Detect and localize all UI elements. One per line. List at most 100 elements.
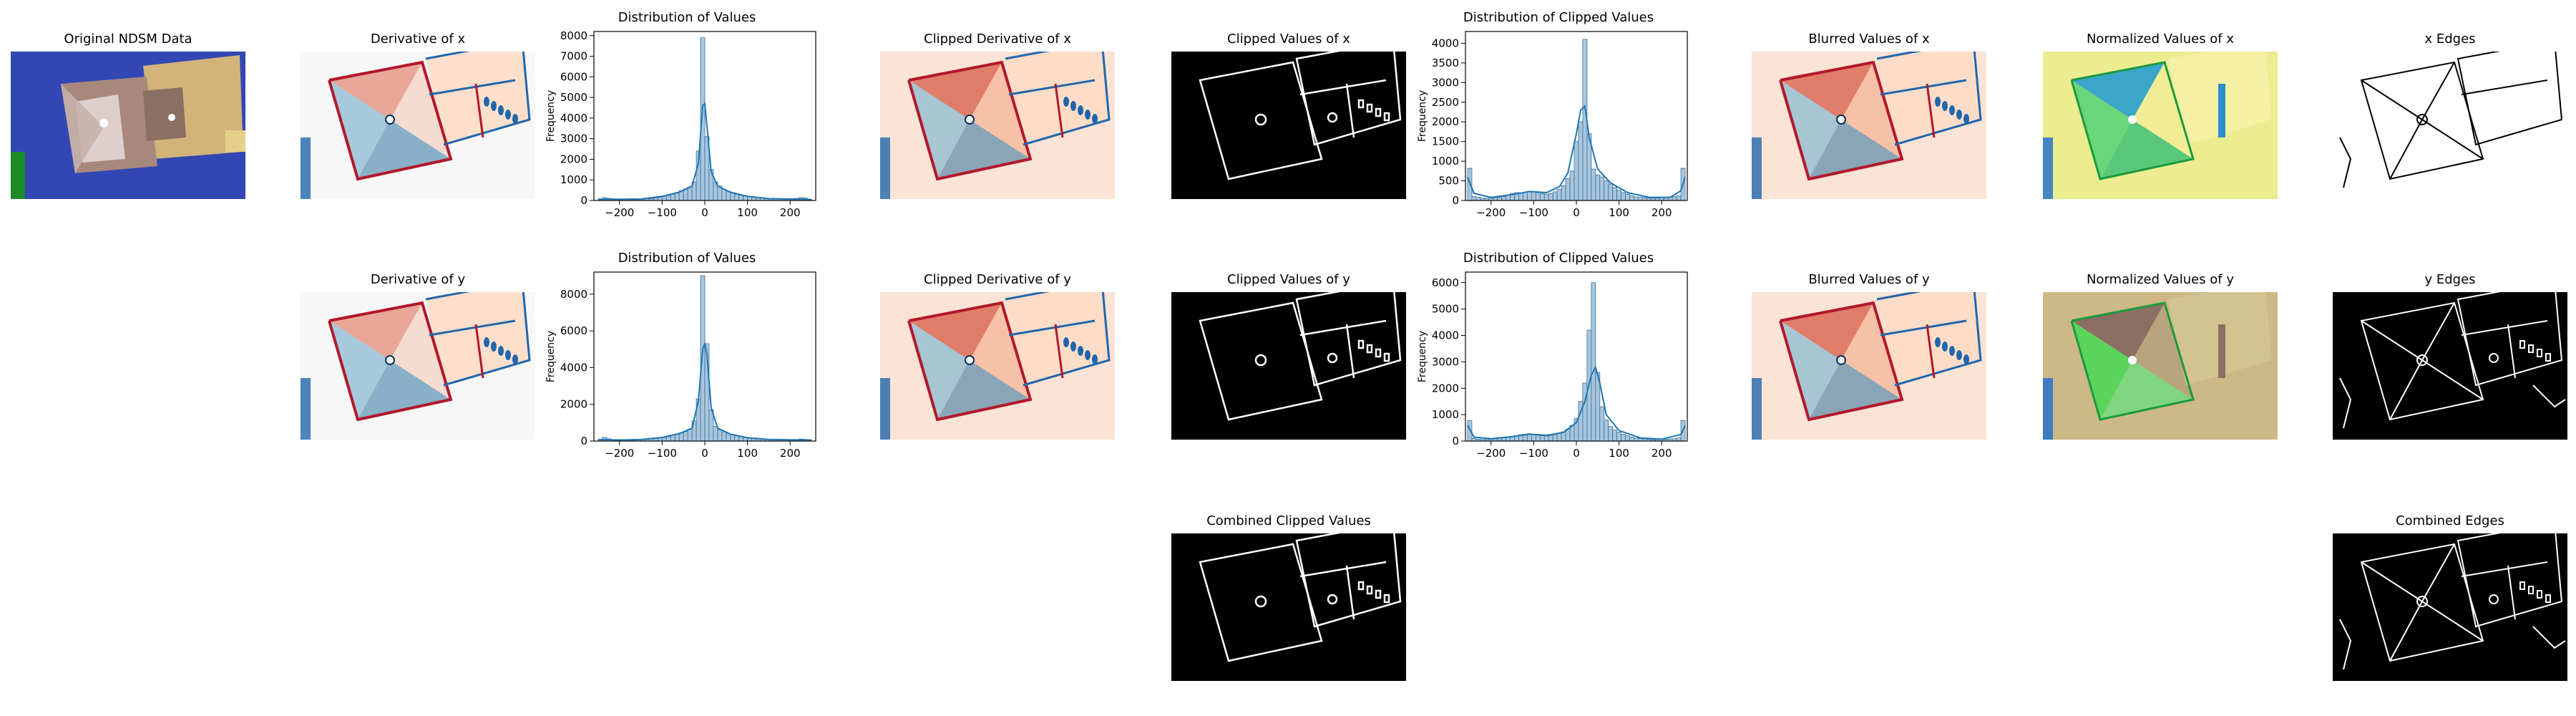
histogram-bar: [1510, 436, 1515, 442]
y-tick-label: 2000: [1432, 115, 1459, 128]
histogram-bar: [1535, 435, 1541, 442]
normalized-y-image: [2043, 292, 2278, 440]
x-tick-label: −200: [1476, 447, 1506, 460]
kde-curve: [1467, 105, 1686, 198]
kde-curve: [597, 341, 812, 441]
y-axis-label: Frequency: [545, 90, 557, 142]
y-tick-label: 1000: [1432, 155, 1459, 168]
histogram-bar: [1616, 432, 1621, 442]
panel-edges-combined: Combined Edges: [2333, 503, 2567, 682]
y-axis-label: Frequency: [1417, 90, 1428, 142]
histogram-bar: [700, 275, 706, 442]
y-axis-label: Frequency: [545, 331, 557, 382]
y-tick-label: 0: [1452, 194, 1459, 207]
chart-title: Distribution of Values: [618, 251, 756, 266]
panel-title: Clipped Derivative of y: [924, 272, 1071, 287]
y-axis-label: Frequency: [1417, 331, 1428, 382]
histogram-bar: [1535, 192, 1541, 201]
histogram-bar: [1501, 196, 1507, 201]
y-tick-label: 6000: [1432, 276, 1459, 289]
histogram-bar: [1556, 433, 1562, 442]
panel-clipped-deriv-x: Clipped Derivative of x: [880, 21, 1115, 200]
y-tick-label: 1000: [1432, 408, 1459, 421]
histogram-derivative-x: Distribution of Values −200 −100 0 100 200 0 1…: [544, 7, 830, 222]
y-tick-label: 0: [1452, 435, 1459, 448]
blurred-x-image: [1752, 52, 1986, 199]
x-tick-label: 0: [701, 447, 708, 460]
x-tick-label: 200: [1652, 206, 1672, 219]
histogram-bar: [717, 430, 723, 442]
axes-frame: [1465, 271, 1688, 442]
histogram-clipped-y: Distribution of Clipped Values −200 −100 0…: [1415, 248, 1702, 463]
histogram-svg: −200 −100 0 100 2000100020003000400050006000…: [545, 29, 816, 219]
clipped-values-y-image: [1171, 292, 1406, 440]
x-tick-label: 0: [1573, 447, 1580, 460]
y-tick-label: 500: [1438, 175, 1459, 188]
y-edges-image: [2333, 292, 2567, 440]
derivative-y-image: [301, 292, 535, 440]
clipped-derivative-y-image: [880, 292, 1115, 440]
kde-curve: [1467, 365, 1686, 440]
histogram-bar: [1676, 437, 1682, 442]
histogram-bar: [1552, 191, 1558, 201]
x-tick-label: 0: [701, 206, 708, 219]
derivative-x-image: [301, 52, 535, 199]
panel-clipped-values-x: Clipped Values of x: [1171, 21, 1406, 200]
histogram-bar: [1497, 197, 1503, 201]
y-tick-label: 6000: [560, 324, 587, 337]
y-tick-label: 4000: [1432, 329, 1459, 342]
histogram-bar: [1638, 197, 1643, 201]
panel-title: Blurred Values of x: [1808, 32, 1930, 47]
histogram-bar: [1539, 193, 1545, 201]
histogram-bar: [1548, 435, 1553, 442]
histogram-bar: [1543, 435, 1549, 442]
y-tick-label: 2500: [1432, 96, 1459, 109]
blurred-y-image: [1752, 292, 1986, 440]
histogram-bar: [665, 195, 671, 201]
panel-normalized-x: Normalized Values of x: [2043, 21, 2278, 200]
histogram-bar: [1599, 176, 1605, 201]
histogram-bar: [683, 431, 688, 442]
histogram-bar: [1569, 170, 1575, 201]
histogram-bar: [1672, 196, 1677, 201]
panel-edges-x: x Edges: [2333, 21, 2567, 200]
y-tick-label: 7000: [560, 50, 587, 63]
x-tick-label: 200: [780, 206, 801, 219]
x-tick-label: −100: [648, 447, 677, 460]
x-tick-label: −100: [648, 206, 677, 219]
histogram-bar: [1634, 437, 1639, 442]
histogram-bar: [1608, 183, 1614, 201]
y-tick-label: 3000: [560, 132, 587, 145]
x-tick-label: 100: [1609, 447, 1629, 460]
y-tick-label: 2000: [560, 398, 587, 411]
histogram-bar: [1625, 193, 1630, 201]
histogram-bar: [1634, 196, 1639, 201]
histogram-bar: [1531, 434, 1536, 442]
panel-deriv-y: Derivative of y: [301, 262, 535, 441]
x-tick-label: −200: [605, 447, 634, 460]
histogram-bar: [713, 426, 718, 442]
panel-title: Blurred Values of y: [1808, 272, 1930, 287]
histogram-bar: [1471, 196, 1477, 201]
histogram-clipped-x: Distribution of Clipped Values −200 −100 0…: [1415, 7, 1702, 222]
kde-curve: [598, 102, 812, 200]
panel-title: Clipped Values of y: [1227, 272, 1350, 287]
histogram-bar: [1629, 195, 1634, 201]
panel-title: Normalized Values of y: [2086, 272, 2235, 287]
x-tick-label: −100: [1519, 447, 1548, 460]
panel-normalized-y: Normalized Values of y: [2043, 262, 2278, 441]
panel-title: Normalized Values of x: [2086, 32, 2235, 47]
histogram-bar: [1591, 282, 1596, 442]
histogram-bar: [734, 193, 740, 201]
histogram-bar: [1527, 190, 1532, 201]
chart-title: Distribution of Clipped Values: [1463, 10, 1654, 25]
panel-original: Original NDSM Data: [11, 21, 245, 200]
panel-blurred-y: Blurred Values of y: [1752, 262, 1986, 441]
y-tick-label: 4000: [560, 112, 587, 125]
panel-title: y Edges: [2424, 272, 2476, 287]
panel-title: Combined Edges: [2396, 513, 2504, 528]
panel-blurred-x: Blurred Values of x: [1752, 21, 1986, 200]
histogram-bar: [658, 197, 663, 201]
histogram-bar: [1501, 437, 1507, 442]
histogram-bar: [734, 435, 740, 442]
